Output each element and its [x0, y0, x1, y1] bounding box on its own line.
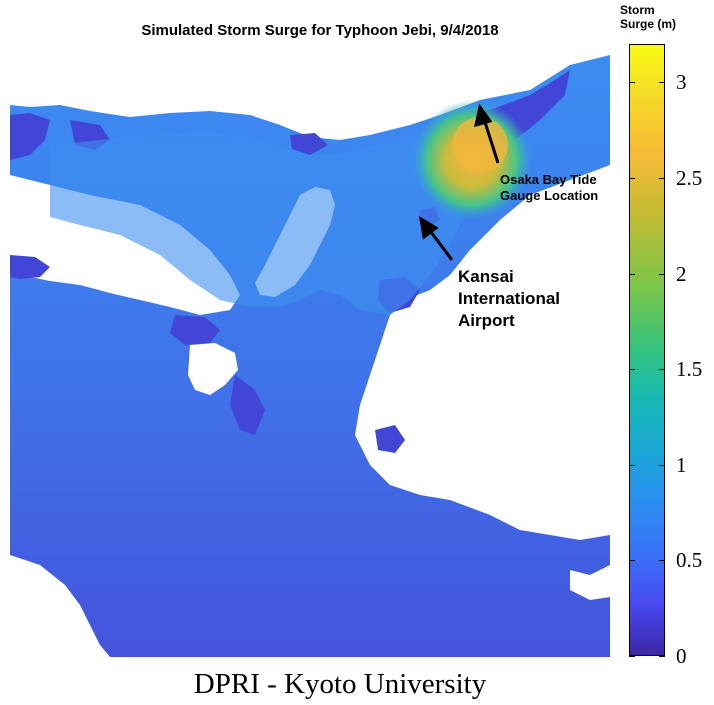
- kansai-label-line3: Airport: [458, 311, 515, 330]
- colorbar-tick-mark: [659, 464, 665, 466]
- colorbar-tick-label: 0.5: [676, 548, 703, 573]
- osaka-label-line2: Gauge Location: [500, 188, 599, 203]
- colorbar-tick-mark: [659, 560, 665, 562]
- colorbar-tick-mark: [629, 656, 635, 657]
- map-title: Simulated Storm Surge for Typhoon Jebi, …: [141, 22, 499, 39]
- footer-credit: DPRI - Kyoto University: [193, 668, 487, 700]
- low-surge-fringes: [10, 70, 570, 453]
- kansai-label-line1: Kansai: [458, 267, 514, 286]
- colorbar-title-line2: Surge (m): [620, 17, 677, 31]
- colorbar-tick-mark: [629, 82, 635, 84]
- colorbar-tick-mark: [629, 464, 635, 466]
- colorbar-tick-mark: [659, 177, 665, 179]
- kansai-label-line2: International: [458, 289, 561, 308]
- colorbar-tick-mark: [629, 177, 635, 179]
- osaka-label-line1: Osaka Bay Tide: [500, 172, 597, 187]
- colorbar-tick-label: 2: [676, 261, 687, 286]
- colorbar-tick-mark: [659, 656, 665, 657]
- colorbar-tick-mark: [659, 82, 665, 84]
- osaka-tide-gauge-label: Osaka Bay Tide Gauge Location: [500, 172, 598, 204]
- kansai-arrow: [426, 227, 454, 261]
- colorbar-tick-label: 3: [676, 70, 687, 95]
- colorbar-title-line1: Storm: [620, 3, 655, 17]
- colorbar-tick-label: 0: [676, 644, 687, 668]
- colorbar-tick-label: 1.5: [676, 357, 703, 382]
- colorbar-tick-label: 1: [676, 452, 687, 477]
- colorbar-tick-mark: [659, 369, 665, 371]
- osaka-arrow: [482, 118, 500, 164]
- storm-surge-core: [452, 117, 508, 173]
- storm-surge-map: [10, 45, 610, 657]
- colorbar-tick-mark: [629, 369, 635, 371]
- annotation-arrows: [418, 103, 500, 261]
- kansai-airport-label: Kansai International Airport: [458, 266, 560, 332]
- osaka-arrowhead: [473, 103, 493, 128]
- colorbar-tick-label: 2.5: [676, 165, 703, 190]
- colorbar-tick-mark: [629, 560, 635, 562]
- upper-sea: [50, 130, 480, 315]
- colorbar: [629, 44, 665, 656]
- colorbar-tick-mark: [629, 273, 635, 275]
- colorbar-tick-mark: [659, 273, 665, 275]
- colorbar-title: Storm Surge (m): [620, 3, 676, 31]
- kansai-arrowhead: [418, 216, 439, 240]
